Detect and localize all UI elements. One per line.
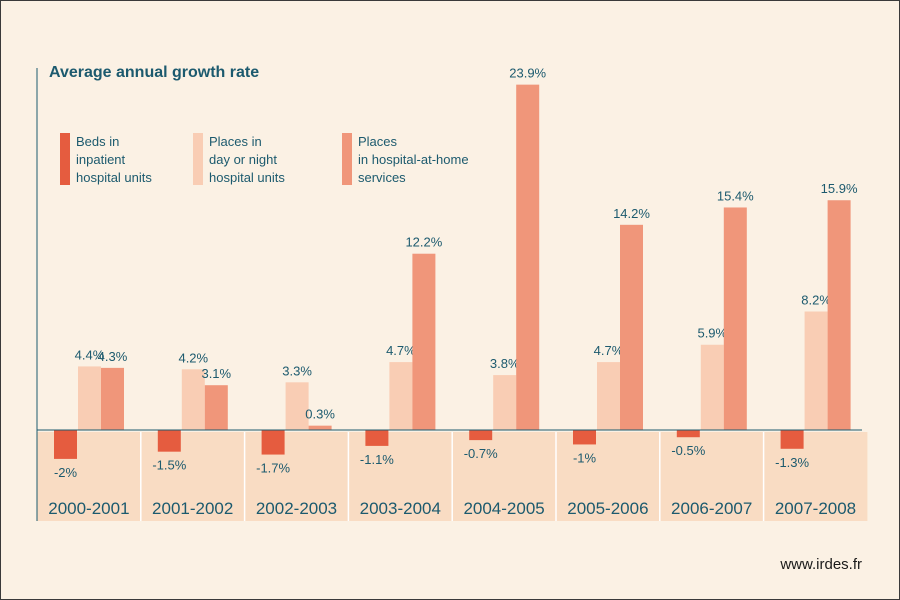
bar-series-2 — [804, 311, 828, 430]
legend-label: inpatient — [76, 152, 126, 167]
legend-label: Places — [358, 134, 398, 149]
category-label: 2002-2003 — [256, 499, 337, 518]
data-label: 14.2% — [613, 206, 650, 221]
category-label: 2005-2006 — [567, 499, 648, 518]
legend-label: services — [358, 170, 406, 185]
bar-series-2 — [78, 366, 101, 430]
data-label: 12.2% — [405, 235, 442, 250]
bar-series-2 — [700, 344, 724, 430]
category-label: 2007-2008 — [775, 499, 856, 518]
legend-label: day or night — [209, 152, 277, 167]
source-label: www.irdes.fr — [779, 556, 862, 573]
legend-label: in hospital-at-home — [358, 152, 469, 167]
legend-swatch — [60, 133, 70, 185]
data-label: 4.4% — [75, 347, 105, 362]
data-label: 4.3% — [98, 349, 128, 364]
bar-series-3 — [308, 425, 332, 430]
data-label: 0.3% — [305, 407, 335, 422]
category-label: 2000-2001 — [48, 499, 129, 518]
bar-series-2 — [493, 375, 517, 430]
bar-series-1 — [469, 430, 493, 441]
category-label: 2003-2004 — [360, 499, 441, 518]
bar-series-2 — [389, 362, 413, 430]
legend-label: hospital units — [76, 170, 152, 185]
data-label: 3.1% — [201, 366, 231, 381]
data-label: 3.3% — [282, 363, 312, 378]
bar-series-1 — [54, 430, 77, 459]
data-label: 4.2% — [178, 350, 208, 365]
legend-label: Beds in — [76, 134, 119, 149]
data-label: -1.5% — [152, 458, 186, 473]
legend-swatch — [193, 133, 203, 185]
bar-series-3 — [723, 207, 747, 430]
bar-series-2 — [285, 382, 309, 430]
data-label: -0.5% — [671, 443, 705, 458]
category-label: 2006-2007 — [671, 499, 752, 518]
category-label: 2001-2002 — [152, 499, 233, 518]
bar-series-3 — [827, 200, 851, 430]
category-label: 2004-2005 — [463, 499, 544, 518]
data-label: -1.7% — [256, 461, 290, 476]
data-label: -1.1% — [360, 452, 394, 467]
bar-series-2 — [181, 369, 205, 430]
chart-title: Average annual growth rate — [49, 64, 259, 81]
data-label: -0.7% — [464, 446, 498, 461]
data-label: -1% — [573, 450, 597, 465]
data-label: 23.9% — [509, 66, 546, 81]
data-label: 3.8% — [490, 356, 520, 371]
bar-series-1 — [157, 430, 181, 452]
bar-series-3 — [412, 253, 436, 430]
legend-swatch — [342, 133, 352, 185]
bar-series-3 — [620, 224, 643, 430]
bar-series-3 — [516, 84, 540, 431]
bar-series-3 — [204, 385, 228, 430]
bar-series-1 — [780, 430, 804, 449]
data-label: 4.7% — [594, 343, 624, 358]
bar-series-1 — [573, 430, 596, 445]
data-label: 5.9% — [697, 326, 727, 341]
bar-series-1 — [676, 430, 700, 438]
legend-label: hospital units — [209, 170, 285, 185]
bar-series-1 — [365, 430, 389, 446]
legend-label: Places in — [209, 134, 262, 149]
data-label: 8.2% — [801, 293, 831, 308]
data-label: 15.9% — [821, 181, 858, 196]
bar-series-3 — [101, 367, 124, 430]
bar-series-2 — [597, 362, 620, 430]
data-label: 4.7% — [386, 343, 416, 358]
bar-series-1 — [261, 430, 285, 455]
data-label: 15.4% — [717, 188, 754, 203]
data-label: -1.3% — [775, 455, 809, 470]
data-label: -2% — [54, 465, 78, 480]
